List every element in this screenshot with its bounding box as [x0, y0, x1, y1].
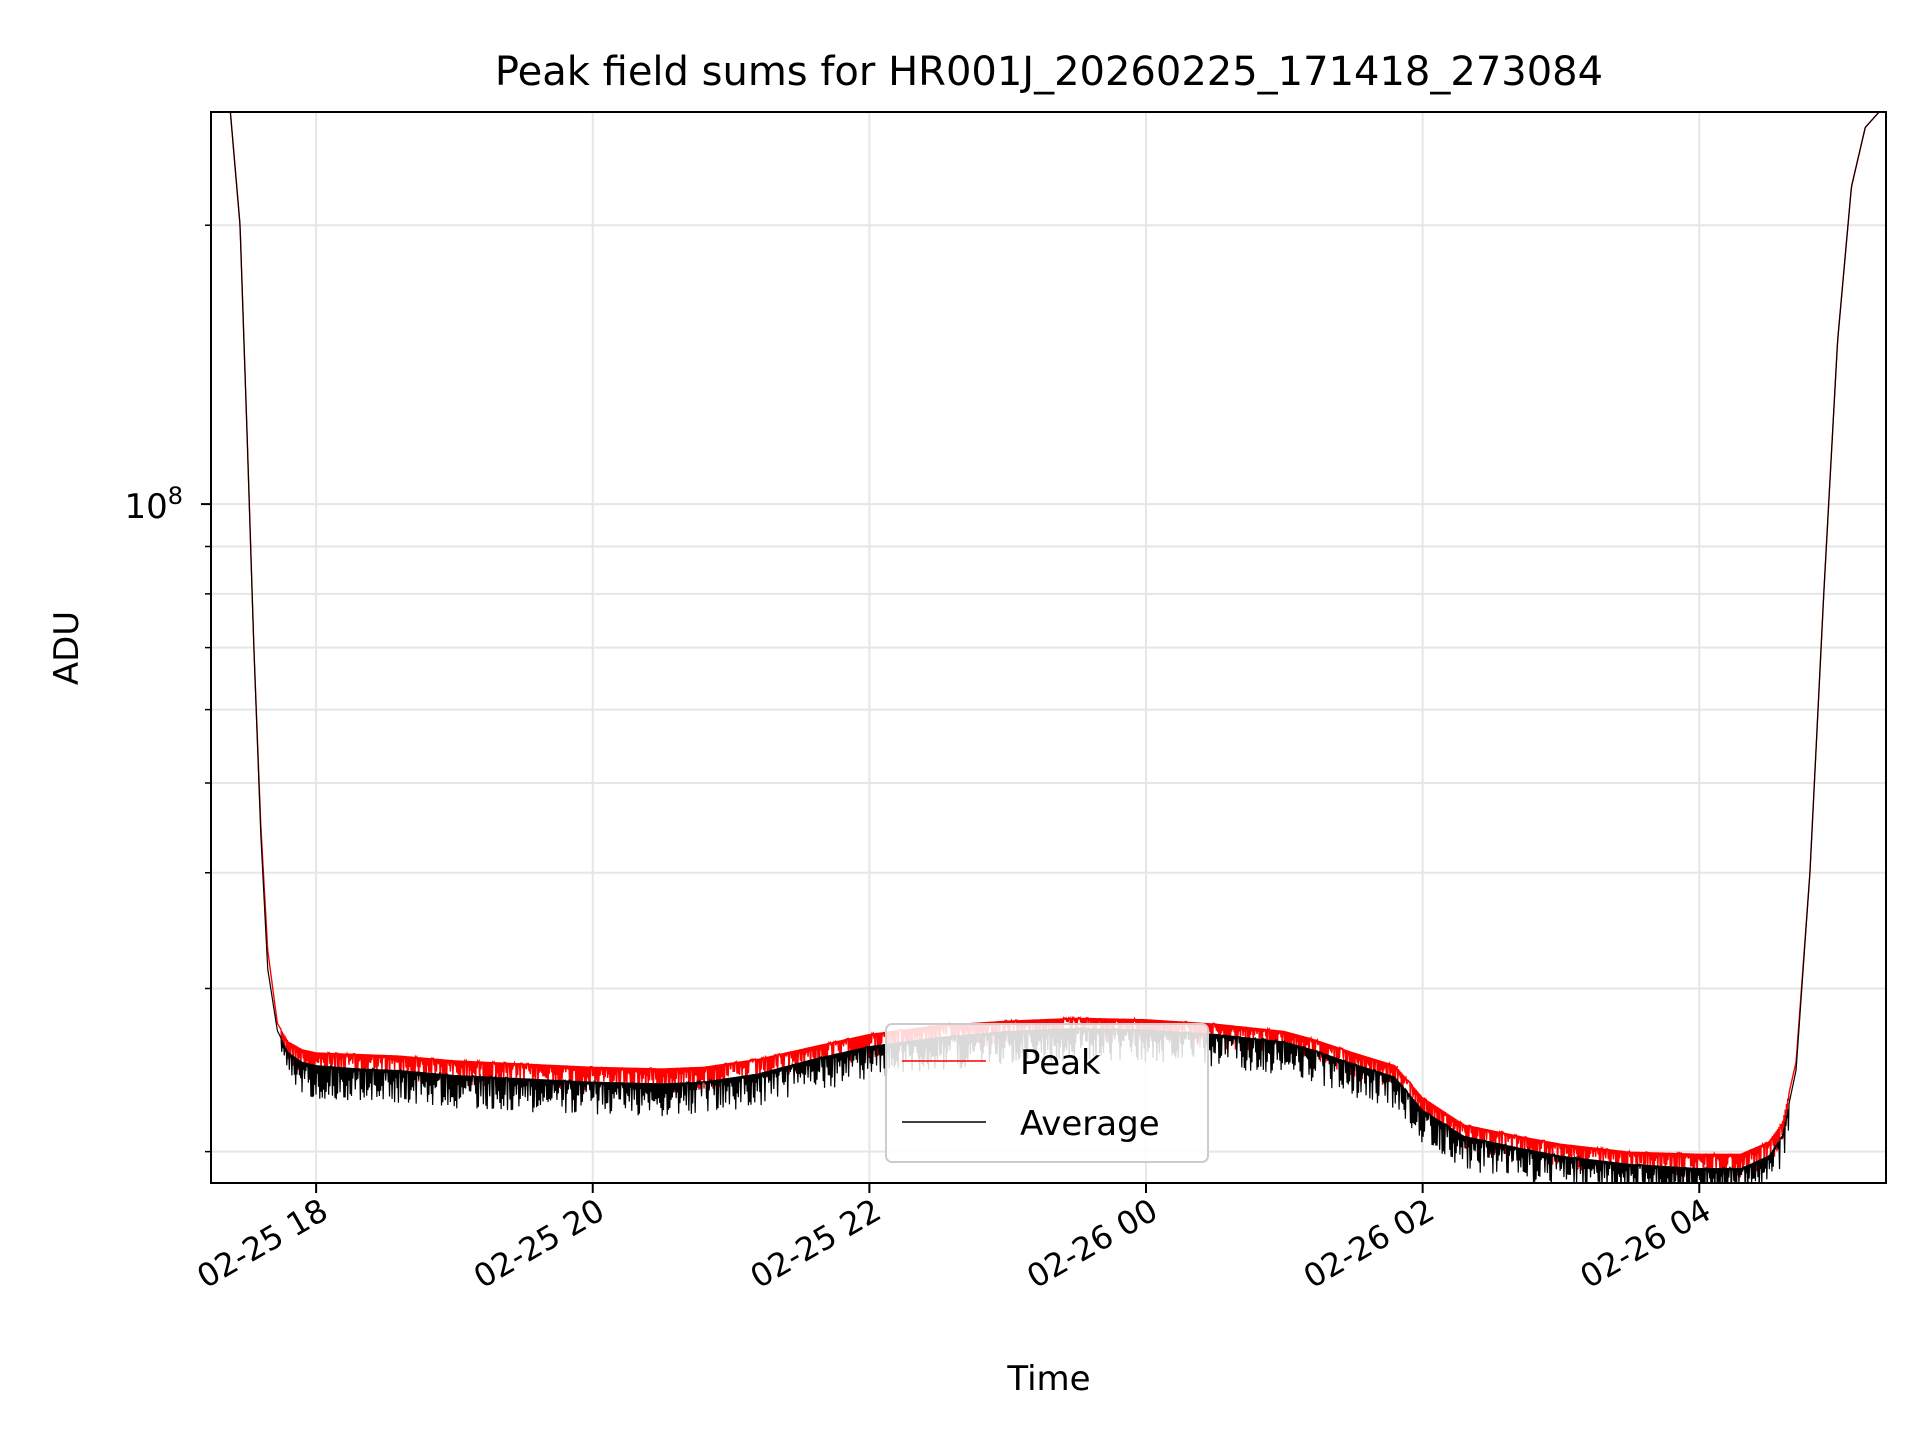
x-axis-label: Time	[1006, 1359, 1090, 1399]
grid-layer	[211, 112, 1886, 1183]
legend-box	[885, 1023, 1209, 1163]
y-tick-label: 108	[124, 482, 183, 527]
y-axis-label: ADU	[47, 611, 87, 685]
legend-label-average: Average	[1020, 1104, 1160, 1144]
series-line-peak	[229, 112, 1880, 1179]
legend-label-peak: Peak	[1020, 1043, 1101, 1083]
legend: Peak Average	[885, 1023, 1209, 1163]
chart-title: Peak field sums for HR001J_20260225_1714…	[495, 49, 1603, 95]
